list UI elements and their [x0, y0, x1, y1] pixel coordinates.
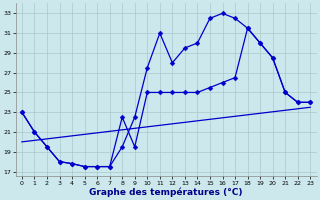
X-axis label: Graphe des températures (°C): Graphe des températures (°C)	[89, 187, 243, 197]
